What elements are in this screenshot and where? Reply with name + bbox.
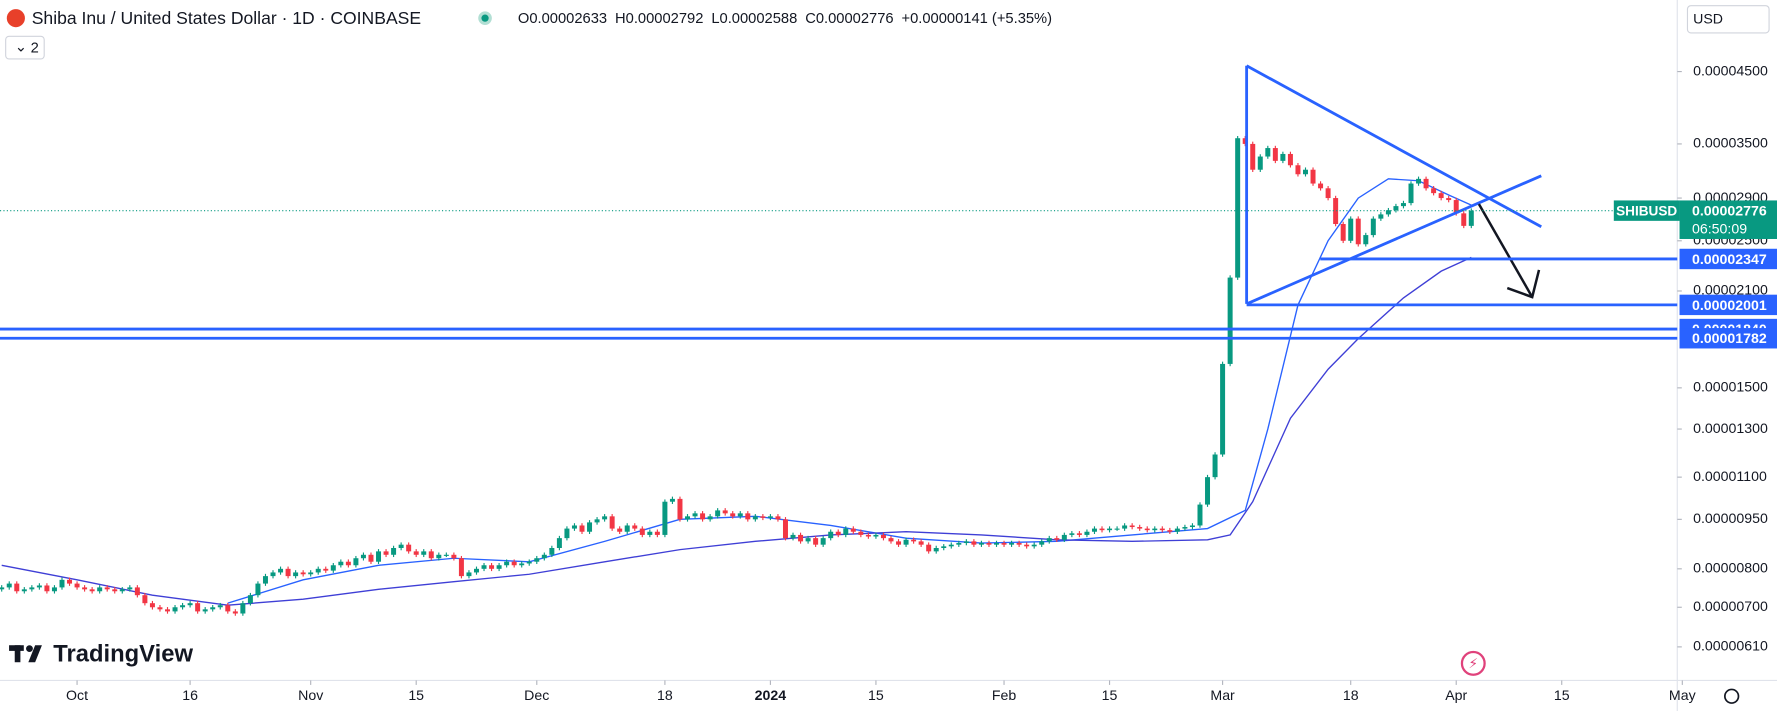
x-tick-label: May [1669, 688, 1697, 704]
settings-icon[interactable] [1724, 688, 1740, 704]
x-tick-label: Apr [1445, 688, 1467, 704]
logo-part [28, 645, 42, 663]
trendline [1246, 174, 1542, 306]
indicator-count: 2 [31, 41, 39, 57]
arrow-head [1506, 269, 1541, 299]
ohlc-value: H0.00002792 [615, 11, 703, 27]
alert-glyph: ⚡ [1469, 656, 1479, 671]
price-line-label: 0.00002347 [1692, 252, 1767, 268]
x-tick-label: 18 [657, 688, 673, 704]
arrow-shaft [1477, 203, 1534, 298]
x-tick-label: 16 [182, 688, 198, 704]
price-line-label: 0.00001782 [1692, 331, 1767, 347]
symbol-title: Shiba Inu / United States Dollar · 1D · … [32, 8, 421, 28]
y-tick-label: 0.00001100 [1693, 469, 1767, 485]
currency: USD [1693, 12, 1723, 28]
x-tick-label: 15 [408, 688, 424, 704]
arrow [1477, 203, 1541, 299]
y-tick-label: 0.00001300 [1693, 421, 1768, 437]
chevron: ⌄ [15, 40, 27, 56]
x-tick-label: Mar [1210, 688, 1235, 704]
status-dot-inner [481, 14, 489, 22]
last-price-bg [1679, 200, 1777, 239]
drawings [1245, 64, 1542, 306]
ohlc-value: C0.00002776 [805, 11, 893, 27]
y-tick-label: 0.00000610 [1693, 639, 1768, 655]
alert-icon[interactable] [1460, 650, 1486, 676]
x-tick-label: Feb [992, 688, 1017, 704]
ohlc-legend: O0.00002633 H0.00002792 L0.00002588 C0.0000… [518, 11, 1052, 27]
y-tick-label: 0.00000950 [1693, 511, 1768, 527]
ohlc-value: L0.00002588 [711, 11, 797, 27]
last-price: 0.00002776 [1692, 204, 1767, 220]
x-tick-label: Dec [524, 688, 549, 704]
x-tick-label: Nov [298, 688, 324, 704]
y-tick-label: 0.00003500 [1693, 136, 1768, 152]
x-tick-label: 18 [1343, 688, 1359, 704]
brand: TradingView [53, 641, 193, 668]
x-tick-label: Oct [66, 688, 88, 704]
y-tick-label: 0.00000800 [1693, 561, 1768, 577]
ohlc-value: +0.00000141 (+5.35%) [902, 11, 1053, 27]
y-tick-label: 0.00004500 [1693, 63, 1768, 79]
price-line-label-bg [1679, 248, 1777, 270]
x-tick-label: 15 [1554, 688, 1570, 704]
y-tick-label: 0.00001500 [1693, 380, 1768, 396]
brand-logo: TradingView [9, 641, 193, 668]
price-line-label-bg [1679, 294, 1777, 316]
ohlc-value: O0.00002633 [518, 11, 607, 27]
trendline [1245, 64, 1542, 229]
symbol-tag: SHIBUSD [1616, 203, 1677, 218]
price-line-label-bg [1679, 328, 1777, 349]
x-tick-label: 2024 [755, 688, 787, 704]
x-tick-label: 15 [1102, 688, 1118, 704]
symbol-logo [6, 9, 25, 28]
price-line-label: 0.00002001 [1692, 298, 1767, 314]
logo-part [26, 645, 33, 653]
currency-select[interactable] [1686, 5, 1770, 34]
countdown: 06:50:09 [1692, 222, 1747, 238]
indicators-toggle[interactable] [5, 35, 45, 60]
x-tick-label: 15 [868, 688, 884, 704]
logo-part [14, 645, 21, 663]
symbol-tag-bg [1613, 200, 1680, 221]
moving-average [1, 256, 1472, 606]
plot-area [0, 135, 1474, 616]
y-tick-label: 0.00000700 [1693, 599, 1768, 615]
